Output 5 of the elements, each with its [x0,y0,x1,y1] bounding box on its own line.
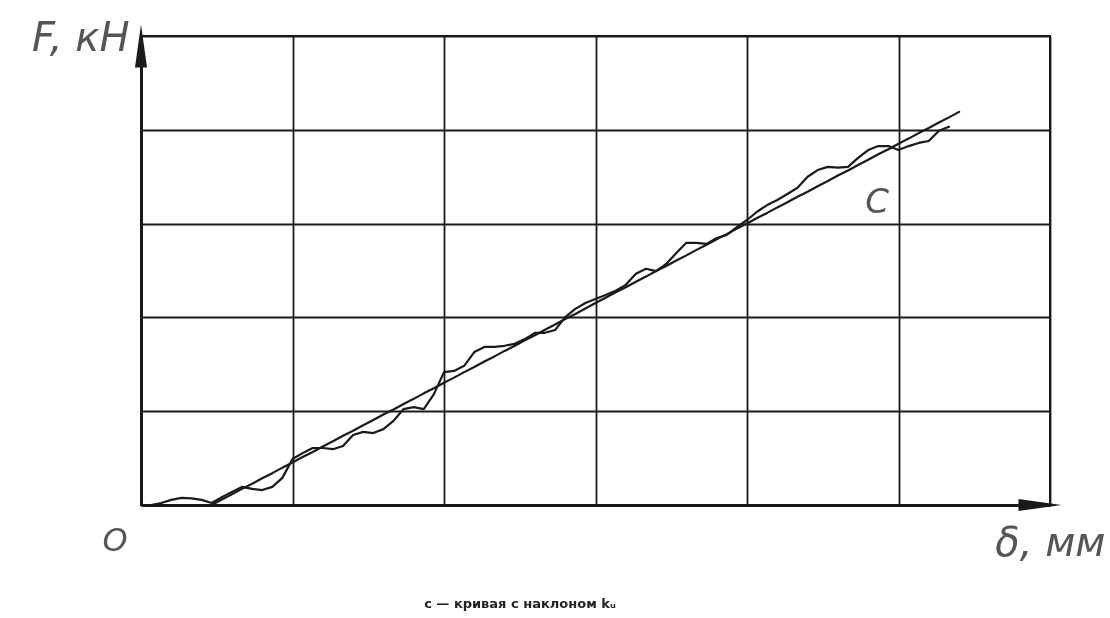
y-axis-title: F, кН [31,13,130,60]
x-axis-title: δ, мм [995,518,1106,565]
text: c — кривая с наклоном kᵤ [424,596,616,611]
text: O [102,521,128,559]
series-label: C [865,180,890,221]
